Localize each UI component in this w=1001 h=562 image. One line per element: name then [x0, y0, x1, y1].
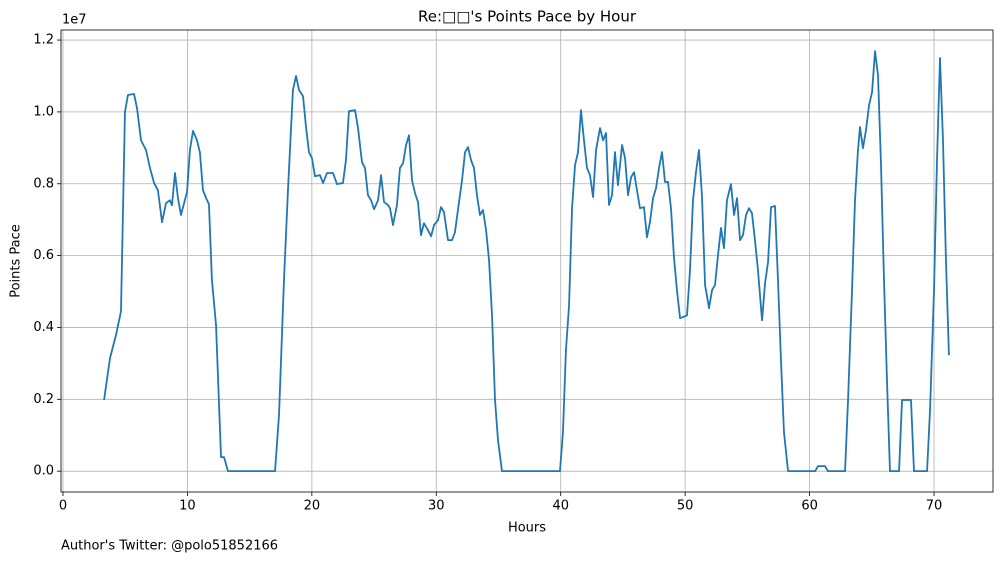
data-line	[103, 50, 950, 473]
y-tick-label: 1.0	[33, 104, 54, 119]
chart-title: Re:□□'s Points Pace by Hour	[418, 8, 637, 26]
x-tick-label: 30	[428, 499, 445, 514]
y-tick-label: 0.8	[33, 176, 54, 191]
y-tick-label: 0.6	[33, 248, 54, 263]
y-tick-label: 0.4	[33, 320, 54, 335]
x-tick-label: 10	[179, 499, 196, 514]
y-axis-label: Points Pace	[9, 224, 24, 298]
offset-label: 1e7	[62, 13, 87, 28]
x-tick-label: 70	[926, 499, 943, 514]
y-tick-label: 0.0	[33, 464, 54, 479]
footer: Author's Twitter: @polo51852166	[61, 539, 278, 554]
y-tick-label: 1.2	[33, 33, 54, 48]
plot-frame	[60, 29, 994, 493]
x-tick-label: 20	[304, 499, 321, 514]
x-tick-label: 50	[677, 499, 694, 514]
y-tick-label: 0.2	[33, 392, 54, 407]
x-tick-label: 0	[59, 499, 67, 514]
x-tick-label: 60	[801, 499, 818, 514]
x-axis-label: Hours	[508, 521, 546, 536]
x-tick-label: 40	[552, 499, 569, 514]
